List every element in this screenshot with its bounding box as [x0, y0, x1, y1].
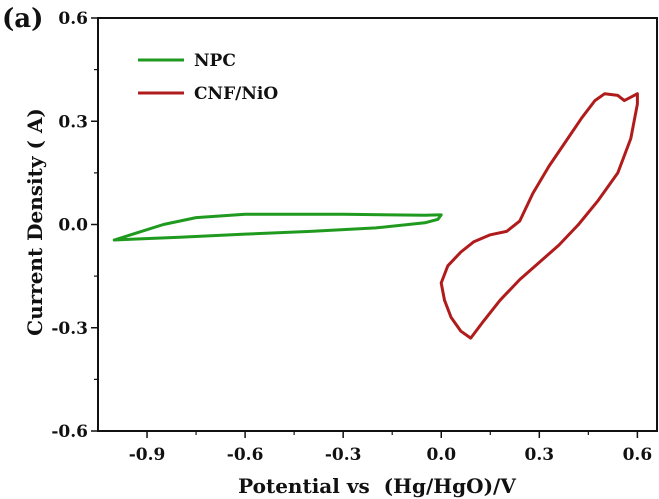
legend-label: NPC: [194, 51, 236, 71]
y-axis-ticks: -0.6 -0.3 0.0 0.3 0.6: [51, 9, 98, 442]
series-line-cnf-nio: [439, 92, 639, 340]
series-line-npc: [112, 212, 443, 242]
x-tick-label: 0.3: [525, 445, 555, 465]
x-tick-label: -0.9: [129, 445, 166, 465]
plot-frame: [97, 17, 658, 432]
y-tick-label: -0.3: [51, 319, 88, 339]
y-tick-label: -0.6: [51, 422, 88, 442]
y-tick-label: 0.6: [58, 9, 88, 29]
series-lines: [112, 92, 639, 340]
panel-label: (a): [2, 4, 44, 34]
x-tick-label: -0.6: [227, 445, 264, 465]
y-tick-label: 0.3: [58, 112, 88, 132]
legend-label: CNF/NiO: [194, 84, 278, 104]
x-tick-label: 0.6: [623, 445, 653, 465]
y-axis-label: Current Density ( A): [23, 108, 47, 336]
x-tick-label: -0.3: [325, 445, 362, 465]
x-axis-label: Potential vs (Hg/HgO)/V: [238, 474, 516, 498]
y-tick-label: 0.0: [58, 216, 88, 236]
x-tick-label: 0.0: [426, 445, 456, 465]
legend: NPC CNF/NiO: [138, 51, 278, 104]
x-axis-ticks: -0.9 -0.6 -0.3 0.0 0.3 0.6: [129, 431, 652, 465]
